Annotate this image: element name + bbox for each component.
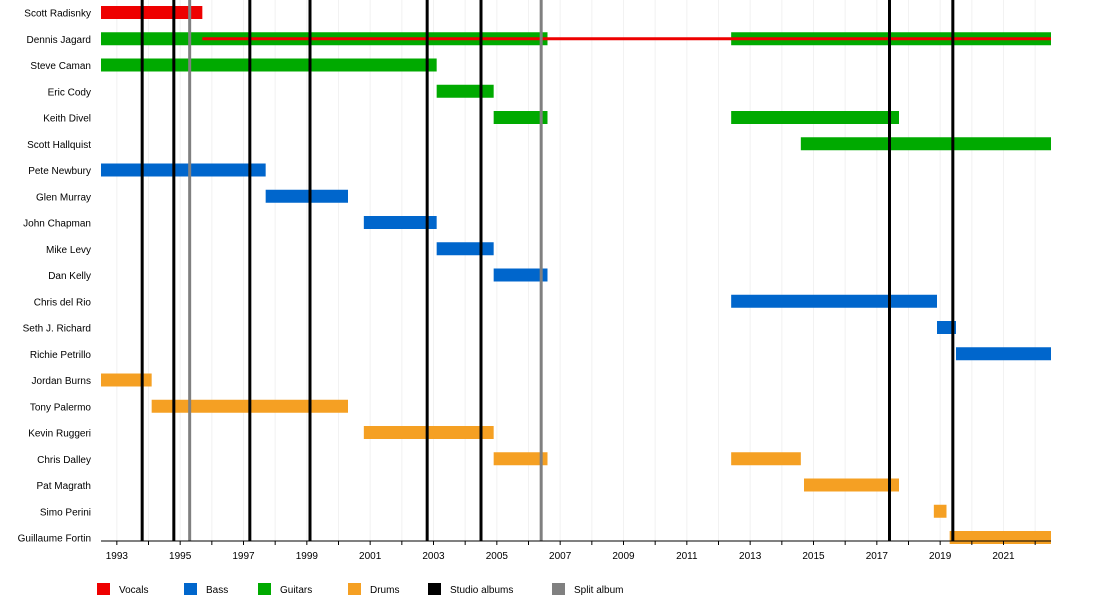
- member-label: Scott Hallquist: [27, 140, 91, 151]
- member-label: Steve Caman: [30, 61, 91, 72]
- bar-bass: [265, 189, 348, 203]
- bar-drums: [101, 373, 152, 387]
- bar-vocals: [101, 6, 203, 19]
- bar-drums: [731, 452, 801, 466]
- member-label: Glen Murray: [36, 192, 91, 203]
- x-tick-label: 2009: [612, 551, 635, 562]
- bar-drums: [363, 426, 494, 439]
- bar-guitars: [436, 84, 494, 98]
- bar-bass: [436, 242, 494, 256]
- member-label: Scott Radisnky: [24, 9, 91, 20]
- member-label: Kevin Ruggeri: [28, 429, 91, 440]
- member-label: Eric Cody: [48, 87, 91, 98]
- member-label: Simo Perini: [40, 507, 91, 518]
- legend-label: Bass: [206, 585, 228, 596]
- legend-swatch: [184, 583, 197, 595]
- legend-swatch: [348, 583, 361, 595]
- member-label: Dennis Jagard: [27, 35, 91, 46]
- x-tick-label: 1993: [106, 551, 129, 562]
- bar-guitars: [493, 111, 548, 124]
- legend-label: Drums: [370, 585, 399, 596]
- bar-drums: [804, 478, 899, 492]
- bar-drums: [949, 531, 1051, 544]
- x-tick-label: 2019: [929, 551, 952, 562]
- legend-swatch: [97, 583, 110, 595]
- bar-bass: [956, 347, 1051, 361]
- x-tick-label: 2007: [549, 551, 572, 562]
- album-event-lines: [140, 0, 955, 541]
- x-axis: 1993 1995 1997 1999 2001 2003 2005 2007 2009 2011…: [101, 540, 1051, 562]
- bar-bass: [101, 163, 266, 177]
- x-tick-label: 2017: [866, 551, 889, 562]
- member-label: Keith Divel: [43, 114, 91, 125]
- x-tick-label: 2013: [739, 551, 762, 562]
- member-label: Chris del Rio: [34, 297, 92, 308]
- member-label: Guillaume Fortin: [18, 534, 91, 545]
- legend: Vocals Bass Guitars Drums Studio albums Split…: [97, 583, 623, 596]
- x-tick-label: 1999: [296, 551, 319, 562]
- x-tick-label: 2001: [359, 551, 382, 562]
- legend-swatch: [428, 583, 441, 595]
- legend-label: Split album: [574, 585, 623, 596]
- bar-drums: [493, 452, 548, 466]
- x-tick-label: 2021: [992, 551, 1015, 562]
- bar-guitars: [101, 58, 437, 72]
- member-label: Mike Levy: [46, 245, 91, 256]
- member-label: Tony Palermo: [30, 402, 92, 413]
- legend-label: Guitars: [280, 585, 312, 596]
- bar-bass: [493, 268, 548, 282]
- legend-swatch: [552, 583, 565, 595]
- x-tick-label: 1995: [169, 551, 192, 562]
- member-label: Pat Magrath: [37, 481, 91, 492]
- member-label: Dan Kelly: [48, 271, 91, 282]
- x-tick-label: 2015: [802, 551, 825, 562]
- member-label: Richie Petrillo: [30, 350, 92, 361]
- member-label: Jordan Burns: [32, 376, 91, 387]
- legend-label: Vocals: [119, 585, 148, 596]
- bar-guitars: [800, 137, 1051, 151]
- bar-drums: [933, 504, 947, 518]
- bar-vocals: [202, 37, 1052, 41]
- x-tick-label: 2005: [486, 551, 509, 562]
- legend-swatch: [258, 583, 271, 595]
- legend-label: Studio albums: [450, 585, 513, 596]
- x-tick-label: 2003: [422, 551, 445, 562]
- member-labels: Scott Radisnky Dennis Jagard Steve Caman Er…: [18, 9, 92, 545]
- member-label: Seth J. Richard: [23, 324, 91, 335]
- bar-bass: [731, 294, 937, 308]
- bar-bass: [937, 321, 956, 334]
- x-tick-label: 2011: [676, 551, 698, 562]
- bar-bass: [363, 216, 437, 229]
- x-tick-label: 1997: [232, 551, 255, 562]
- member-label: Chris Dalley: [37, 455, 91, 466]
- bar-guitars: [731, 111, 899, 124]
- member-label: John Chapman: [23, 219, 91, 230]
- member-label: Pete Newbury: [28, 166, 91, 177]
- minor-year-gridlines: [116, 0, 1036, 541]
